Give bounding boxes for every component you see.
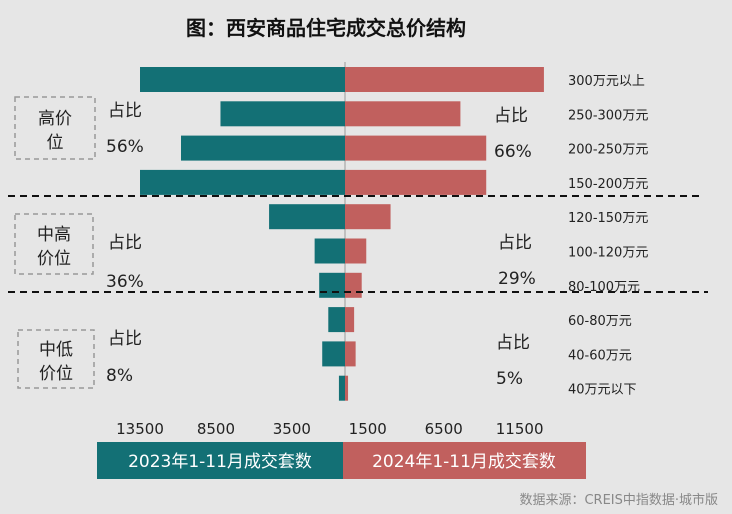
tier-name: 位 <box>47 133 64 153</box>
bar-2023 <box>319 272 345 298</box>
category-label: 300万元以上 <box>568 74 645 89</box>
left-bars <box>140 67 345 401</box>
tier-box <box>17 329 95 389</box>
legend-2024 <box>343 442 586 479</box>
tick-label-right: 11500 <box>496 420 544 438</box>
bar-2024 <box>345 238 367 264</box>
bar-2023 <box>140 169 345 195</box>
share-value-2024: 5% <box>496 369 523 389</box>
legend-2023-label: 2023年1-11月成交套数 <box>128 452 312 472</box>
category-label: 40万元以下 <box>568 383 637 398</box>
bar-2024 <box>345 272 362 298</box>
share-label: 占比 <box>496 333 530 353</box>
tier-name: 高价 <box>38 109 72 129</box>
bar-2023 <box>322 341 345 367</box>
bar-2024 <box>345 204 391 230</box>
category-label: 120-150万元 <box>568 211 648 226</box>
share-label: 占比 <box>108 101 142 121</box>
bar-2023 <box>140 67 345 92</box>
bar-2023 <box>269 204 345 230</box>
bar-2024 <box>345 67 544 92</box>
category-label: 60-80万元 <box>568 314 632 329</box>
right-bars <box>345 67 544 401</box>
share-value-2024: 29% <box>498 269 536 289</box>
bar-2023 <box>338 375 345 401</box>
category-label: 200-250万元 <box>568 143 648 158</box>
tier-name: 价位 <box>37 249 71 269</box>
category-labels: 300万元以上 250-300万元 200-250万元 150-200万元 120-15… <box>568 74 648 398</box>
share-label: 占比 <box>108 233 142 253</box>
share-value-2023: 8% <box>106 366 133 386</box>
bar-2023 <box>314 238 345 264</box>
tier-box <box>14 96 96 160</box>
legend-2023 <box>97 442 343 479</box>
bar-2023 <box>220 101 345 127</box>
category-label: 250-300万元 <box>568 108 648 123</box>
axis-ticks: 13500 8500 3500 1500 6500 11500 <box>116 420 543 438</box>
tick-label-left: 13500 <box>116 420 164 438</box>
share-value-2024: 66% <box>494 142 532 162</box>
share-value-2023: 56% <box>106 137 144 157</box>
bar-2024 <box>345 169 487 195</box>
tier-name: 中低 <box>39 340 73 360</box>
source-note: 数据来源：CREIS中指数据·城市版 <box>519 492 718 508</box>
tier-box <box>14 213 94 275</box>
category-label: 40-60万元 <box>568 348 632 363</box>
bar-2023 <box>181 135 345 161</box>
bar-2024 <box>345 341 356 367</box>
bar-2024 <box>345 135 487 161</box>
tier-name: 中高 <box>37 225 71 245</box>
tick-label-left: 3500 <box>273 420 311 438</box>
legend-2024-label: 2024年1-11月成交套数 <box>372 452 556 472</box>
tick-label-right: 1500 <box>349 420 387 438</box>
bar-2024 <box>345 101 461 127</box>
share-value-2023: 36% <box>106 272 144 292</box>
category-label: 100-120万元 <box>568 246 648 261</box>
tick-label-left: 8500 <box>197 420 235 438</box>
bar-2023 <box>328 307 345 333</box>
share-label: 占比 <box>108 329 142 349</box>
chart-title: 图：西安商品住宅成交总价结构 <box>186 16 466 40</box>
tier-name: 价位 <box>39 364 73 384</box>
bar-2024 <box>345 307 355 333</box>
category-label: 150-200万元 <box>568 177 648 192</box>
share-label: 占比 <box>494 106 528 126</box>
tick-label-right: 6500 <box>425 420 463 438</box>
share-label: 占比 <box>498 233 532 253</box>
bar-2024 <box>345 375 349 401</box>
